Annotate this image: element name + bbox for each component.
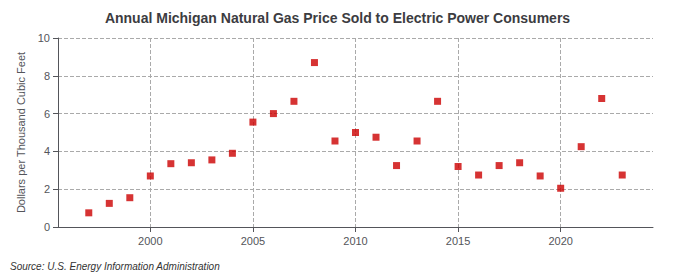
svg-text:6: 6 xyxy=(44,108,50,120)
svg-text:2015: 2015 xyxy=(446,235,470,247)
svg-text:2: 2 xyxy=(44,183,50,195)
svg-text:2000: 2000 xyxy=(138,235,162,247)
svg-text:2010: 2010 xyxy=(343,235,367,247)
svg-text:0: 0 xyxy=(44,221,50,233)
svg-text:4: 4 xyxy=(44,145,50,157)
svg-text:Annual Michigan Natural Gas Pr: Annual Michigan Natural Gas Price Sold t… xyxy=(105,10,570,26)
svg-text:10: 10 xyxy=(38,32,50,44)
svg-text:Source: U.S. Energy Informatio: Source: U.S. Energy Information Administ… xyxy=(10,261,220,272)
svg-text:Dollars per Thousand Cubic Fee: Dollars per Thousand Cubic Feet xyxy=(15,52,27,213)
svg-text:8: 8 xyxy=(44,70,50,82)
svg-text:2020: 2020 xyxy=(548,235,572,247)
svg-text:2005: 2005 xyxy=(241,235,265,247)
